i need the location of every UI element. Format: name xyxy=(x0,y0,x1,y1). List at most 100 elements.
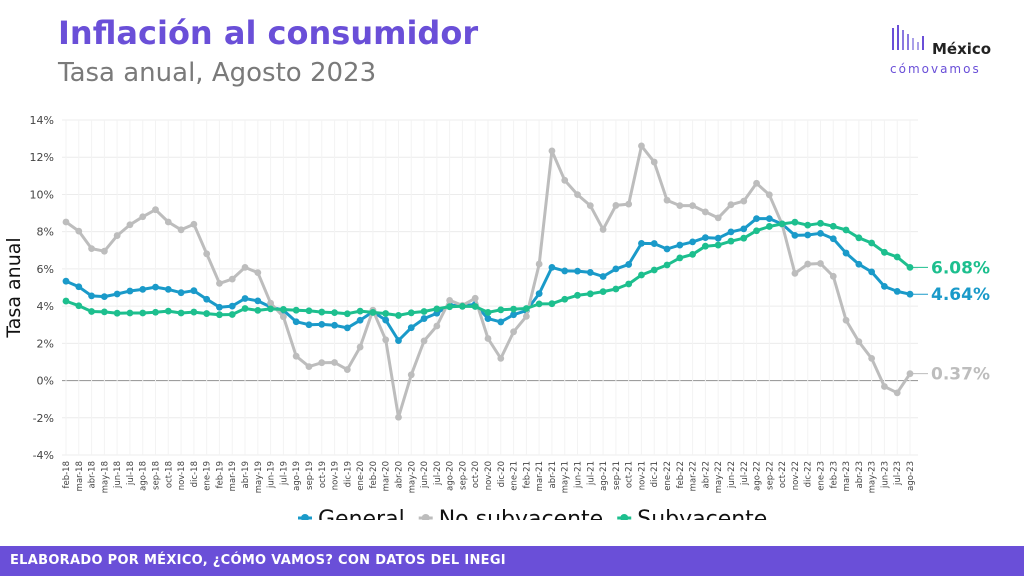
data-point xyxy=(395,413,402,421)
data-point xyxy=(305,363,313,370)
data-point xyxy=(599,288,607,295)
data-point xyxy=(727,228,735,236)
x-tick-label: nov-22 xyxy=(791,461,801,490)
data-point xyxy=(893,288,901,295)
data-point xyxy=(471,294,479,302)
data-point xyxy=(126,309,134,317)
data-point xyxy=(612,265,620,273)
data-point xyxy=(241,264,249,271)
data-point xyxy=(650,266,658,274)
x-tick-label: mar-23 xyxy=(842,461,852,491)
legend-marker-dot xyxy=(620,514,629,520)
x-tick-label: feb-23 xyxy=(829,461,839,489)
data-point xyxy=(331,309,338,317)
x-tick-label: oct-22 xyxy=(778,461,788,488)
data-point xyxy=(331,359,338,366)
data-point xyxy=(881,383,888,390)
x-tick-label: dic-22 xyxy=(804,461,814,487)
data-point xyxy=(62,297,70,305)
x-tick-label: dic-19 xyxy=(343,461,353,487)
x-tick-label: jul-21 xyxy=(586,461,596,486)
data-point xyxy=(599,273,607,280)
data-point xyxy=(100,247,108,255)
data-point xyxy=(177,226,185,234)
x-tick-label: sep-18 xyxy=(152,461,162,490)
data-point xyxy=(164,307,172,315)
data-point xyxy=(139,285,147,293)
x-tick-label: ene-22 xyxy=(663,461,673,491)
data-point xyxy=(804,221,812,229)
data-point xyxy=(676,202,684,210)
data-point xyxy=(113,232,121,239)
data-point xyxy=(190,308,198,316)
x-tick-label: may-21 xyxy=(561,461,571,493)
data-point xyxy=(369,309,377,316)
data-point xyxy=(740,225,748,233)
data-point xyxy=(868,239,876,247)
data-point xyxy=(433,305,441,313)
x-tick-label: ago-19 xyxy=(292,461,302,491)
data-point xyxy=(100,293,108,301)
data-point xyxy=(497,318,505,326)
y-axis-title: Tasa anual xyxy=(3,237,25,338)
data-point xyxy=(203,295,211,303)
x-tick-label: mar-21 xyxy=(535,461,545,491)
data-point xyxy=(484,309,492,316)
data-point xyxy=(855,338,863,346)
data-point xyxy=(510,311,517,319)
data-point xyxy=(228,302,236,310)
x-tick-label: sep-22 xyxy=(765,461,775,490)
x-tick-label: abr-20 xyxy=(394,461,404,488)
data-point xyxy=(727,237,735,245)
data-point xyxy=(676,241,684,249)
x-tick-label: jun-22 xyxy=(727,461,737,489)
data-point xyxy=(88,292,95,300)
x-tick-label: sep-19 xyxy=(305,461,315,490)
data-point xyxy=(497,306,505,314)
data-point xyxy=(714,241,722,249)
data-point xyxy=(343,324,351,332)
data-point xyxy=(241,295,249,302)
data-point xyxy=(881,248,888,256)
data-point xyxy=(484,315,492,322)
data-point xyxy=(753,215,760,223)
data-point xyxy=(292,352,300,360)
data-point xyxy=(318,320,326,328)
x-tick-label: jul-22 xyxy=(740,461,750,486)
x-tick-label: jul-23 xyxy=(893,461,903,486)
data-point xyxy=(471,303,479,310)
data-point xyxy=(177,289,185,297)
data-point xyxy=(689,202,697,210)
data-point xyxy=(343,366,351,373)
page-subtitle: Tasa anual, Agosto 2023 xyxy=(58,58,377,88)
x-tick-label: jun-20 xyxy=(420,461,430,489)
data-point xyxy=(190,287,198,295)
mexico-como-vamos-logo: México cómovamos xyxy=(886,22,1006,88)
x-tick-label: mar-22 xyxy=(689,461,699,491)
data-point xyxy=(139,213,147,221)
x-tick-label: jul-18 xyxy=(126,461,136,486)
legend-marker-dot xyxy=(301,514,309,520)
data-point xyxy=(701,208,709,216)
data-point xyxy=(778,220,786,228)
x-tick-label: abr-21 xyxy=(548,461,558,488)
data-point xyxy=(446,296,454,304)
x-tick-label: may-18 xyxy=(100,461,110,493)
data-point xyxy=(177,309,185,317)
data-point xyxy=(765,223,773,230)
data-point xyxy=(842,249,850,257)
data-point xyxy=(586,202,594,210)
data-point xyxy=(407,309,415,317)
data-point xyxy=(75,227,83,235)
data-point xyxy=(740,197,748,205)
x-tick-label: feb-19 xyxy=(215,461,225,489)
x-tick-label: ago-20 xyxy=(446,461,456,491)
data-point xyxy=(548,264,556,271)
data-point xyxy=(663,245,671,253)
data-point xyxy=(343,310,351,318)
data-point xyxy=(407,324,415,332)
data-point xyxy=(267,299,275,307)
y-tick-label: 6% xyxy=(37,263,54,276)
x-tick-label: sep-20 xyxy=(458,461,468,490)
data-point xyxy=(855,260,863,268)
